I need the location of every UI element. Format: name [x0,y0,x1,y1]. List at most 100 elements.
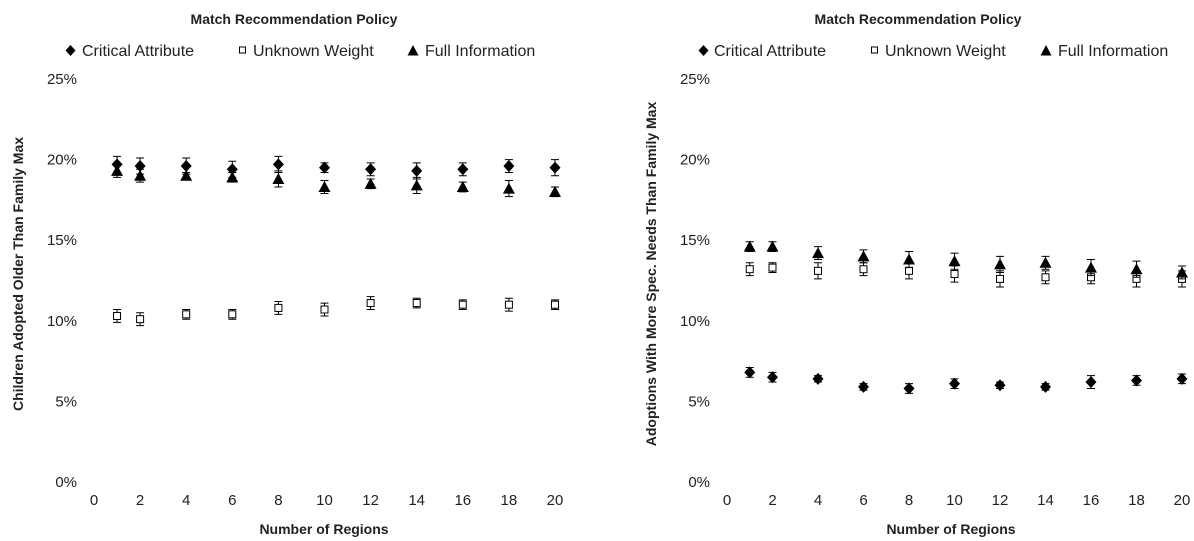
x-axis-title: Number of Regions [259,521,388,537]
data-point [504,300,513,309]
plot-area: 0% 5% 10% 15% 20% 25% 0 2 4 6 8 10 12 14 16 18 20 [47,71,563,509]
data-point [903,253,915,265]
y-tick-label: 25% [680,71,710,88]
data-point [1039,256,1052,268]
data-point [1130,263,1143,275]
data-point [180,160,192,173]
data-point [858,380,869,393]
legend-item-critical-attribute: Critical Attribute [698,43,826,60]
data-point [812,372,824,385]
data-point [994,258,1006,270]
data-point [365,163,377,176]
y-tick-label: 10% [47,313,77,330]
diamond-marker-icon [698,45,709,56]
y-tick-label: 25% [47,71,77,88]
chart-left: Match Recommendation Policy Critical Att… [10,11,563,537]
y-tick-label: 5% [688,393,710,410]
data-point [996,274,1004,283]
x-tick-label: 6 [859,492,867,509]
data-point [319,161,330,174]
x-tick-label: 8 [274,492,282,509]
data-point [1085,261,1097,273]
legend: Critical Attribute Unknown Weight Full I… [698,43,1168,60]
data-point [113,311,122,320]
legend-label: Unknown Weight [253,43,374,60]
x-tick-label: 6 [228,492,236,509]
y-tick-label: 0% [688,474,710,491]
x-tick-label: 0 [723,492,731,509]
data-point [948,255,961,267]
series-critical-attribute [111,155,561,180]
data-point [272,172,285,184]
legend-label: Unknown Weight [885,43,1006,60]
data-point [812,247,824,259]
x-tick-label: 12 [362,492,379,509]
triangle-marker-icon [407,45,419,56]
x-tick-label: 2 [768,492,776,509]
data-point [411,164,423,177]
data-point [551,300,559,309]
data-point [502,182,515,194]
series-full-information [111,163,561,198]
data-point [226,171,239,183]
triangle-marker-icon [1040,45,1052,56]
series-critical-attribute [744,366,1188,395]
data-point [994,379,1006,392]
data-point [412,299,421,308]
data-point [180,169,193,181]
legend-item-full-information: Full Information [1040,43,1168,60]
x-tick-label: 18 [1128,492,1145,509]
data-point [458,300,467,309]
series-unknown-weight [745,262,1186,288]
square-marker-icon [239,46,246,54]
data-point [549,185,561,197]
x-tick-label: 18 [501,492,518,509]
x-tick-label: 10 [946,492,963,509]
x-tick-label: 14 [1037,492,1054,509]
legend-label: Critical Attribute [714,43,826,60]
data-point [1040,380,1051,393]
y-tick-label: 0% [55,474,77,491]
data-point [859,265,868,274]
x-tick-label: 20 [547,492,564,509]
data-point [1176,266,1188,278]
data-point [744,366,756,379]
y-tick-label: 20% [680,152,710,169]
x-tick-label: 16 [1083,492,1100,509]
x-tick-label: 4 [182,492,190,509]
legend: Critical Attribute Unknown Weight Full I… [65,43,535,60]
y-tick-label: 15% [680,232,710,249]
data-point [1176,372,1188,385]
legend-label: Critical Attribute [82,43,194,60]
x-tick-label: 12 [992,492,1009,509]
legend-item-unknown-weight: Unknown Weight [871,43,1006,60]
x-tick-label: 10 [316,492,333,509]
data-point [272,158,284,171]
series-unknown-weight [113,296,559,327]
x-tick-label: 16 [454,492,471,509]
y-tick-label: 10% [680,313,710,330]
data-point [410,179,423,191]
x-axis-title: Number of Regions [886,521,1015,537]
data-point [366,299,375,308]
data-point [364,177,377,189]
legend-item-unknown-weight: Unknown Weight [239,43,374,60]
legend-item-full-information: Full Information [407,43,535,60]
data-point [457,163,469,176]
data-point [134,169,147,181]
x-tick-label: 0 [90,492,98,509]
data-point [768,263,777,272]
data-point [903,382,915,395]
chart-title: Match Recommendation Policy [191,11,398,27]
data-point [1131,374,1142,387]
y-tick-label: 20% [47,152,77,169]
y-tick-label: 5% [55,393,77,410]
data-point [503,160,515,173]
data-point [950,270,959,279]
data-point [182,310,191,319]
data-point [1085,376,1097,389]
legend-label: Full Information [425,43,535,60]
data-point [318,181,331,193]
series-full-information [743,240,1188,280]
